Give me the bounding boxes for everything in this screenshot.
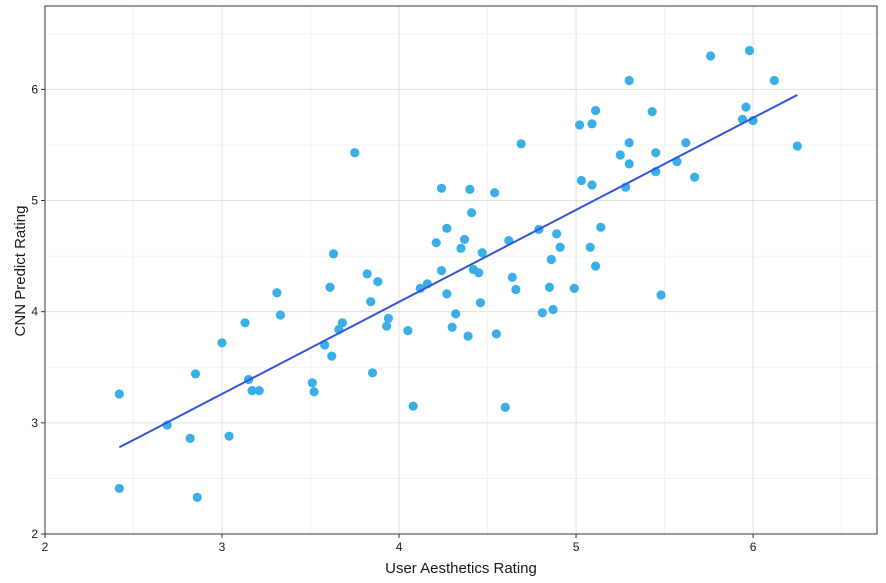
data-point [575,120,585,130]
data-point [190,369,201,379]
data-point [491,329,502,339]
data-points [114,45,802,502]
data-point [403,325,413,336]
data-point [569,283,579,293]
data-point [681,138,691,148]
data-point [537,308,548,318]
data-point [706,51,716,61]
y-tick-label: 2 [31,527,38,541]
data-point [366,297,376,307]
data-point [383,313,394,323]
x-tick-label: 2 [42,540,49,554]
data-point [651,148,661,158]
data-point [217,338,227,348]
data-point [247,386,257,396]
data-point [463,331,473,341]
data-point [451,309,461,319]
data-point [769,75,779,86]
data-point [114,389,124,399]
trend-line-group [118,94,798,449]
data-point [744,45,755,56]
data-point [436,183,447,193]
plot-panel-border [44,5,878,535]
data-point [224,431,234,441]
data-point [362,269,372,279]
data-point [307,378,317,388]
data-point [254,386,264,396]
data-point [647,107,657,117]
data-point [114,483,124,494]
data-point [792,141,802,151]
data-point [544,282,555,292]
data-point [624,75,634,86]
minor-grid [45,6,877,534]
data-point [325,282,335,292]
data-point [465,184,475,195]
data-point [477,248,487,258]
data-point [551,229,562,239]
data-point [511,284,521,295]
data-point [382,321,392,331]
y-tick-label: 3 [31,416,38,430]
data-point [367,368,378,378]
data-point [656,290,666,300]
data-point [615,150,625,160]
data-point [490,188,500,198]
data-point [624,138,634,148]
x-tick-label: 4 [396,540,403,554]
data-point [590,261,601,271]
y-axis-title: CNN Predict Rating [12,206,29,337]
data-point [309,387,319,397]
x-axis-title: User Aesthetics Rating [385,560,537,577]
data-point [507,272,517,282]
data-point [327,351,337,361]
data-point [516,139,526,149]
x-tick-label: 6 [750,540,757,554]
data-point [590,105,601,116]
data-point [328,249,339,259]
data-point [585,242,595,252]
data-point [431,238,441,248]
data-point [741,102,751,112]
data-point [272,288,282,298]
data-point [456,243,466,253]
data-point [447,322,457,332]
x-axis-ticks: 2 3 4 5 6 [42,534,757,554]
data-point [596,222,606,232]
data-point [475,298,486,308]
x-tick-label: 5 [573,540,580,554]
data-point [373,277,383,287]
x-tick-label: 3 [219,540,226,554]
data-point [459,234,470,245]
data-point [436,265,447,276]
data-point [624,159,634,169]
data-point [546,254,556,265]
data-point [350,148,360,158]
data-point [240,318,250,328]
data-point [337,318,347,328]
y-tick-label: 6 [31,82,38,96]
data-point [587,180,597,190]
data-point [408,401,418,411]
y-axis-ticks: 2 3 4 5 6 [31,82,45,541]
data-point [185,433,195,444]
data-point [548,304,558,315]
y-tick-label: 5 [31,194,38,208]
data-point [500,402,510,412]
data-point [576,175,586,186]
trend-line [118,94,798,449]
data-point [467,208,477,218]
data-point [442,289,452,299]
data-point [442,223,452,233]
data-point [192,492,202,502]
data-point [275,310,286,320]
data-point [474,268,484,278]
data-point [555,242,565,252]
data-point [690,172,700,182]
data-point [587,119,597,129]
y-tick-label: 4 [31,305,38,319]
